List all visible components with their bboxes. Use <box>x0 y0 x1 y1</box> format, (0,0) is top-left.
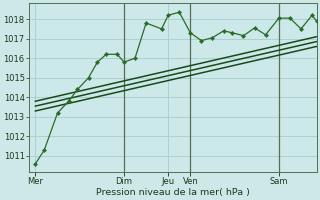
X-axis label: Pression niveau de la mer( hPa ): Pression niveau de la mer( hPa ) <box>96 188 250 197</box>
